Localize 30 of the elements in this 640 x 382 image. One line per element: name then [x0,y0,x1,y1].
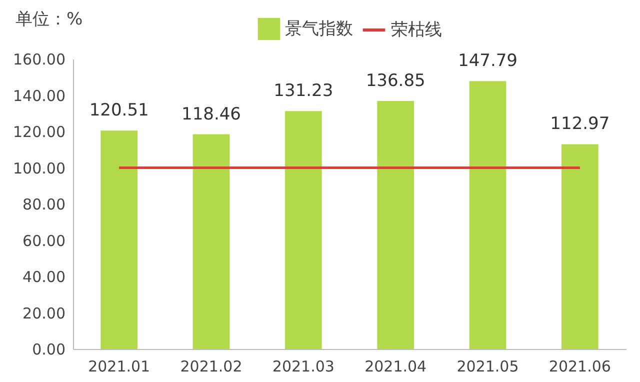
data-label: 118.46 [182,104,241,124]
x-tick-label: 2021.01 [88,358,150,376]
legend-label: 荣枯线 [391,20,442,40]
data-label: 147.79 [458,51,518,72]
y-tick-label: 100.00 [13,159,66,178]
x-tick-label: 2021.02 [180,358,242,376]
y-tick-label: 0.00 [32,340,66,358]
y-tick-label: 20.00 [22,304,66,322]
x-tick-label: 2021.06 [548,358,611,376]
bar [377,100,414,349]
legend-label: 景气指数 [285,19,353,39]
y-tick-label: 40.00 [22,268,66,286]
bar [469,81,506,349]
y-axis-title: 单位：% [16,10,83,30]
bar [100,130,138,349]
x-tick-label: 2021.04 [364,358,427,376]
data-label: 120.51 [89,100,149,121]
y-tick-label: 140.00 [13,86,66,105]
data-label: 112.97 [550,114,610,134]
data-label: 131.23 [274,81,334,102]
y-tick-label: 80.00 [22,196,66,214]
x-tick-label: 2021.05 [456,358,519,376]
bar [192,134,230,349]
bar [284,111,322,349]
y-tick-label: 60.00 [22,232,66,250]
x-tick-label: 2021.03 [272,358,334,376]
bar [561,144,598,349]
data-label: 136.85 [366,70,426,91]
y-tick-label: 120.00 [13,123,66,141]
y-tick-label: 160.00 [13,50,66,68]
